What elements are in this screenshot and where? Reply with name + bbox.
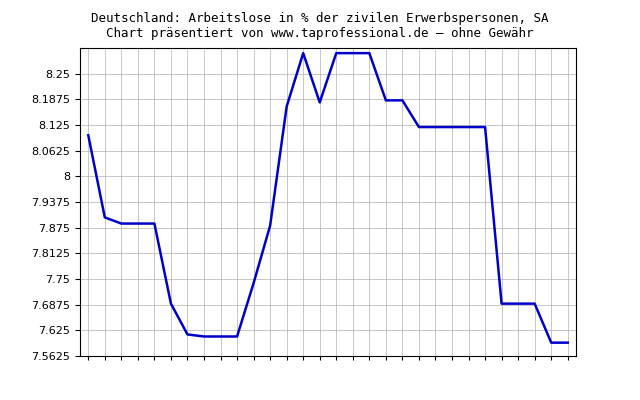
Text: Deutschland: Arbeitslose in % der zivilen Erwerbspersonen, SA
Chart präsentiert : Deutschland: Arbeitslose in % der zivile… bbox=[92, 12, 548, 40]
